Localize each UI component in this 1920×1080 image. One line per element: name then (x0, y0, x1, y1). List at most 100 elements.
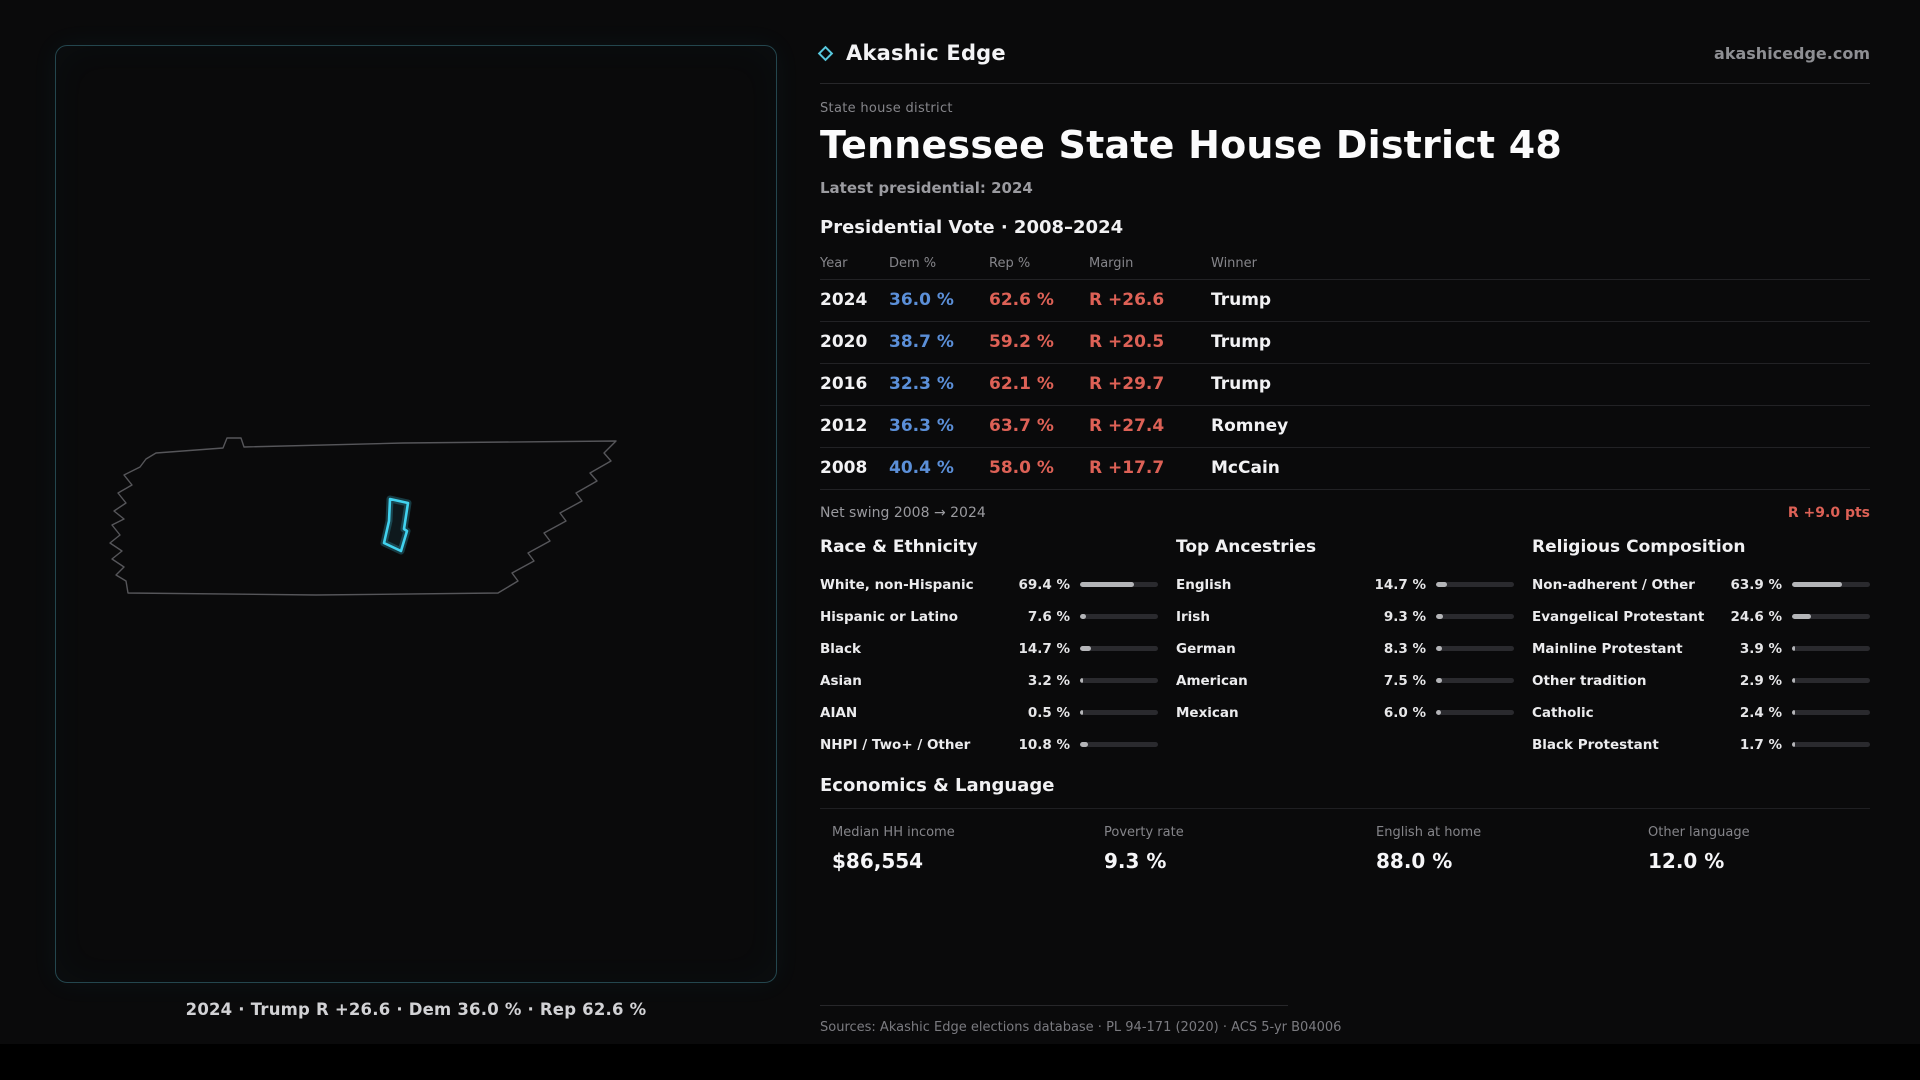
row-label: Mainline Protestant (1532, 640, 1683, 657)
row-value: 2.4 % (1739, 704, 1782, 721)
bar-fill (1436, 614, 1444, 620)
net-swing: Net swing 2008 → 2024 R +9.0 pts (820, 505, 1870, 521)
demo-row: Mainline Protestant 3.9 % (1532, 633, 1870, 665)
row-label: Irish (1176, 608, 1210, 625)
demo-row: German 8.3 % (1176, 633, 1514, 665)
bar-fill (1792, 614, 1812, 620)
stat-other-language: Other language 12.0 % (1636, 825, 1870, 873)
row-value: 63.9 % (1730, 576, 1782, 593)
rep-cell: 63.7 % (989, 416, 1054, 437)
bar-track (1080, 582, 1158, 588)
diamond-icon (817, 45, 834, 61)
row-value: 9.3 % (1383, 608, 1426, 625)
demo-row: Other tradition 2.9 % (1532, 665, 1870, 697)
bar-fill (1080, 582, 1135, 588)
row-value: 3.9 % (1739, 640, 1782, 657)
row-label: Hispanic or Latino (820, 608, 958, 625)
bar-track (1792, 678, 1870, 684)
year-cell: 2012 (820, 416, 868, 437)
map-panel (55, 45, 777, 983)
row-value: 3.2 % (1027, 672, 1070, 689)
demo-row: Hispanic or Latino 7.6 % (820, 601, 1158, 633)
bar-fill (1792, 742, 1795, 748)
winner-cell: Trump (1211, 374, 1272, 395)
margin-cell: R +17.7 (1089, 458, 1165, 479)
row-value: 14.7 % (1374, 576, 1426, 593)
stat-value: 9.3 % (1104, 848, 1167, 873)
bar-fill (1080, 742, 1089, 748)
col-winner: Winner (1211, 255, 1258, 271)
stat-median-hh-income: Median HH income $86,554 (820, 825, 1092, 873)
bar-track (1436, 710, 1514, 716)
margin-cell: R +27.4 (1089, 416, 1165, 437)
demo-row: Catholic 2.4 % (1532, 697, 1870, 729)
district-48-shape[interactable] (382, 497, 410, 553)
table-row: 2020 38.7 % 59.2 % R +20.5 Trump (820, 322, 1870, 364)
bar-fill (1080, 678, 1083, 684)
winner-cell: Trump (1211, 290, 1272, 311)
net-swing-label: Net swing 2008 → 2024 (820, 504, 986, 521)
demo-row: Irish 9.3 % (1176, 601, 1514, 633)
site-link[interactable]: akashicedge.com (1714, 43, 1870, 63)
rep-cell: 62.1 % (989, 374, 1054, 395)
bar-track (1436, 678, 1514, 684)
row-label: Catholic (1532, 704, 1594, 721)
year-cell: 2008 (820, 458, 868, 479)
demo-row: Black Protestant 1.7 % (1532, 729, 1870, 761)
row-label: Mexican (1176, 704, 1239, 721)
bar-fill (1080, 710, 1083, 716)
dem-cell: 36.3 % (889, 416, 954, 437)
row-value: 8.3 % (1383, 640, 1426, 657)
page-title: Tennessee State House District 48 (820, 123, 1562, 167)
latest-presidential: Latest presidential: 2024 (820, 178, 1033, 197)
topbar: Akashic Edge akashicedge.com (817, 36, 1870, 70)
stat-label: Poverty rate (1104, 824, 1184, 840)
bar-track (1080, 614, 1158, 620)
row-label: White, non-Hispanic (820, 576, 974, 593)
stat-english-at-home: English at home 88.0 % (1364, 825, 1636, 873)
table-row: 2016 32.3 % 62.1 % R +29.7 Trump (820, 364, 1870, 406)
row-value: 0.5 % (1027, 704, 1070, 721)
map-caption: 2024 · Trump R +26.6 · Dem 36.0 % · Rep … (185, 1000, 647, 1019)
table-row: 2012 36.3 % 63.7 % R +27.4 Romney (820, 406, 1870, 448)
bar-track (1080, 710, 1158, 716)
content: Akashic Edge akashicedge.com State house… (817, 36, 1870, 873)
bar-fill (1080, 646, 1092, 652)
row-value: 2.9 % (1739, 672, 1782, 689)
religion-section: Religious Composition Non-adherent / Oth… (1532, 537, 1870, 761)
row-label: AIAN (820, 704, 858, 721)
row-label: Black Protestant (1532, 736, 1659, 753)
bar-track (1792, 742, 1870, 748)
margin-cell: R +26.6 (1089, 290, 1165, 311)
col-dem: Dem % (889, 255, 937, 271)
table-row: 2008 40.4 % 58.0 % R +17.7 McCain (820, 448, 1870, 490)
race-heading: Race & Ethnicity (820, 536, 978, 557)
row-label: Non-adherent / Other (1532, 576, 1695, 593)
row-value: 69.4 % (1018, 576, 1070, 593)
margin-cell: R +29.7 (1089, 374, 1165, 395)
stat-value: 12.0 % (1648, 848, 1725, 873)
row-value: 6.0 % (1383, 704, 1426, 721)
row-value: 1.7 % (1739, 736, 1782, 753)
winner-cell: Romney (1211, 416, 1289, 437)
bar-track (1080, 646, 1158, 652)
row-value: 7.6 % (1027, 608, 1070, 625)
winner-cell: McCain (1211, 458, 1280, 479)
bar-track (1436, 582, 1514, 588)
bar-track (1792, 614, 1870, 620)
year-cell: 2020 (820, 332, 868, 353)
winner-cell: Trump (1211, 332, 1272, 353)
bar-track (1792, 710, 1870, 716)
demo-row: AIAN 0.5 % (820, 697, 1158, 729)
demo-row: Mexican 6.0 % (1176, 697, 1514, 729)
bar-fill (1792, 710, 1795, 716)
bar-fill (1436, 646, 1443, 652)
tennessee-outline (109, 437, 617, 596)
row-value: 10.8 % (1018, 736, 1070, 753)
row-label: Asian (820, 672, 862, 689)
demographics: Race & Ethnicity White, non-Hispanic 69.… (820, 537, 1870, 761)
dem-cell: 40.4 % (889, 458, 954, 479)
stat-label: Median HH income (832, 824, 955, 840)
col-rep: Rep % (989, 255, 1031, 271)
